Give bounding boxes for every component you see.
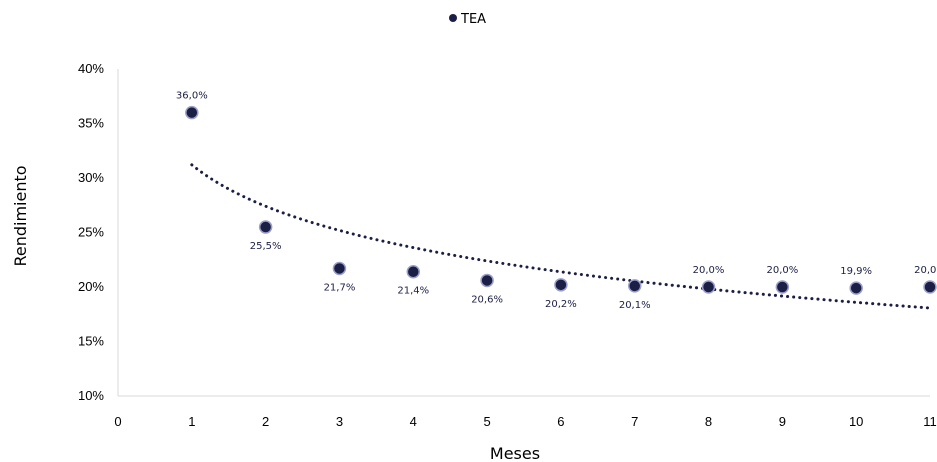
data-label: 20,0% <box>693 265 725 276</box>
data-label: 21,4% <box>397 286 429 297</box>
legend-marker <box>449 14 457 22</box>
data-point <box>258 220 273 234</box>
data-label: 36,0% <box>176 91 208 102</box>
x-tick-label: 6 <box>557 414 564 429</box>
data-label: 20,1% <box>619 300 651 311</box>
axes <box>117 69 930 397</box>
x-tick-label: 5 <box>483 414 490 429</box>
y-tick-label: 40% <box>78 61 104 76</box>
data-point <box>627 279 642 293</box>
x-tick-label: 10 <box>849 414 863 429</box>
y-tick-label: 15% <box>78 334 104 349</box>
data-label: 21,7% <box>324 282 356 293</box>
data-point <box>923 280 937 294</box>
data-point <box>701 280 716 294</box>
x-axis-title: Meses <box>490 444 540 462</box>
x-tick-labels: 0 1 2 3 4 5 6 7 8 9 10 11 <box>114 414 936 429</box>
data-point <box>406 264 421 279</box>
y-tick-label: 35% <box>78 116 104 131</box>
data-points <box>185 105 937 295</box>
y-tick-label: 30% <box>78 170 104 185</box>
data-label: 25,5% <box>250 241 282 252</box>
data-label: 20,2% <box>545 299 577 310</box>
data-label: 20,0% <box>914 265 937 276</box>
legend: TEA <box>449 12 486 27</box>
x-tick-label: 1 <box>188 414 195 429</box>
x-tick-label: 4 <box>410 414 417 429</box>
data-point <box>775 280 790 294</box>
y-tick-labels: 10% 15% 20% 25% 30% 35% 40% <box>78 61 104 403</box>
trendline <box>190 163 932 310</box>
data-point <box>332 261 347 276</box>
x-tick-label: 8 <box>705 414 712 429</box>
x-tick-label: 11 <box>923 414 937 429</box>
x-tick-label: 2 <box>262 414 269 429</box>
data-point <box>185 105 199 120</box>
y-tick-label: 10% <box>78 388 104 403</box>
x-tick-label: 3 <box>336 414 343 429</box>
legend-entry: TEA <box>460 12 486 27</box>
data-labels: 36,0% 25,5% 21,7% 21,4% 20,6% 20,2% 20,1% 20,0%… <box>176 91 937 311</box>
x-tick-label: 9 <box>779 414 786 429</box>
data-point <box>849 281 863 295</box>
trendline-path <box>190 163 932 310</box>
data-point <box>554 278 568 292</box>
x-tick-label: 7 <box>631 414 638 429</box>
data-label: 20,6% <box>471 294 503 305</box>
y-axis-title: Rendimiento <box>11 165 30 266</box>
data-point <box>480 273 494 288</box>
x-tick-label: 0 <box>114 414 121 429</box>
y-tick-label: 20% <box>78 279 104 294</box>
data-label: 19,9% <box>840 266 872 277</box>
y-tick-label: 25% <box>78 225 104 240</box>
data-label: 20,0% <box>766 265 798 276</box>
